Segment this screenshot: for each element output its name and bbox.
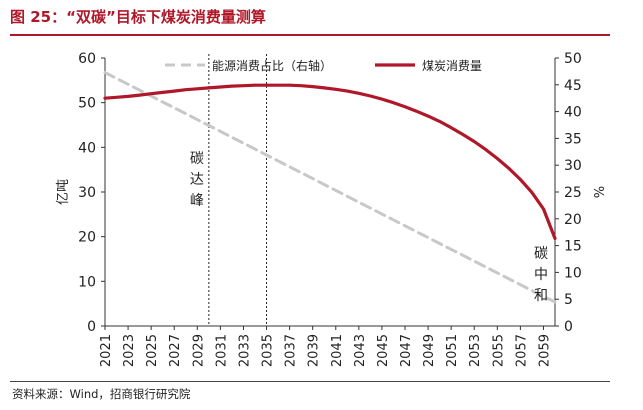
annotation-char: 碳 bbox=[190, 151, 204, 167]
annotation-char: 峰 bbox=[190, 193, 204, 209]
x-tick-label: 2045 bbox=[376, 334, 391, 367]
annotation-char: 碳 bbox=[534, 246, 548, 262]
x-tick-label: 2033 bbox=[237, 334, 252, 367]
x-tick-label: 2023 bbox=[122, 334, 137, 367]
x-tick-label: 2047 bbox=[399, 334, 414, 367]
x-tick-label: 2021 bbox=[99, 334, 114, 367]
y-left-tick-label: 50 bbox=[78, 96, 96, 112]
source-note: 资料来源：Wind，招商银行研究院 bbox=[12, 387, 191, 401]
y-right-tick-label: 5 bbox=[564, 292, 573, 308]
y-right-tick-label: 10 bbox=[564, 265, 582, 281]
x-tick-label: 2027 bbox=[168, 334, 183, 367]
y-left-tick-label: 0 bbox=[87, 319, 96, 335]
x-tick-label: 2037 bbox=[284, 334, 299, 367]
y-right-tick-label: 45 bbox=[564, 78, 582, 94]
annotation-char: 中 bbox=[534, 267, 548, 283]
title-divider bbox=[10, 34, 610, 36]
x-tick-label: 2035 bbox=[261, 334, 276, 367]
series-line-energy-share bbox=[103, 71, 557, 304]
y-right-tick-label: 30 bbox=[564, 158, 582, 174]
x-tick-label: 2057 bbox=[514, 334, 529, 367]
source-divider bbox=[10, 381, 610, 382]
x-tick-label: 2043 bbox=[353, 334, 368, 367]
y-left-axis-label: 亿吨 bbox=[56, 179, 71, 205]
x-tick-label: 2029 bbox=[191, 334, 206, 367]
y-right-tick-label: 35 bbox=[564, 131, 582, 147]
x-tick-label: 2055 bbox=[491, 334, 506, 367]
y-left-tick-label: 40 bbox=[78, 140, 96, 156]
x-tick-label: 2051 bbox=[445, 334, 460, 367]
legend-label-coal-consumption: 煤炭消费量 bbox=[422, 59, 482, 73]
annotation-char: 达 bbox=[190, 172, 204, 188]
y-left-tick-label: 10 bbox=[78, 274, 96, 290]
x-tick-label: 2049 bbox=[422, 334, 437, 367]
y-left-tick-label: 30 bbox=[78, 185, 96, 201]
x-tick-label: 2053 bbox=[468, 334, 483, 367]
y-right-tick-label: 20 bbox=[564, 212, 582, 228]
y-right-tick-label: 40 bbox=[564, 105, 582, 121]
chart-title: 图 25：“双碳”目标下煤炭消费量测算 bbox=[10, 8, 266, 26]
x-tick-label: 2059 bbox=[537, 334, 552, 367]
y-right-tick-label: 50 bbox=[564, 51, 582, 67]
y-left-tick-label: 20 bbox=[78, 230, 96, 246]
y-left-tick-label: 60 bbox=[78, 51, 96, 67]
y-right-tick-label: 25 bbox=[564, 185, 582, 201]
y-right-axis-label: % bbox=[590, 186, 605, 198]
x-tick-label: 2041 bbox=[330, 334, 345, 367]
series-line-coal-consumption bbox=[103, 83, 557, 241]
annotation-char: 和 bbox=[534, 288, 548, 304]
x-tick-label: 2039 bbox=[307, 334, 322, 367]
y-right-tick-label: 0 bbox=[564, 319, 573, 335]
x-tick-label: 2025 bbox=[145, 334, 160, 367]
x-tick-label: 2031 bbox=[214, 334, 229, 367]
legend-label-energy-share: 能源消费占比（右轴） bbox=[212, 58, 332, 73]
y-right-tick-label: 15 bbox=[564, 239, 582, 255]
